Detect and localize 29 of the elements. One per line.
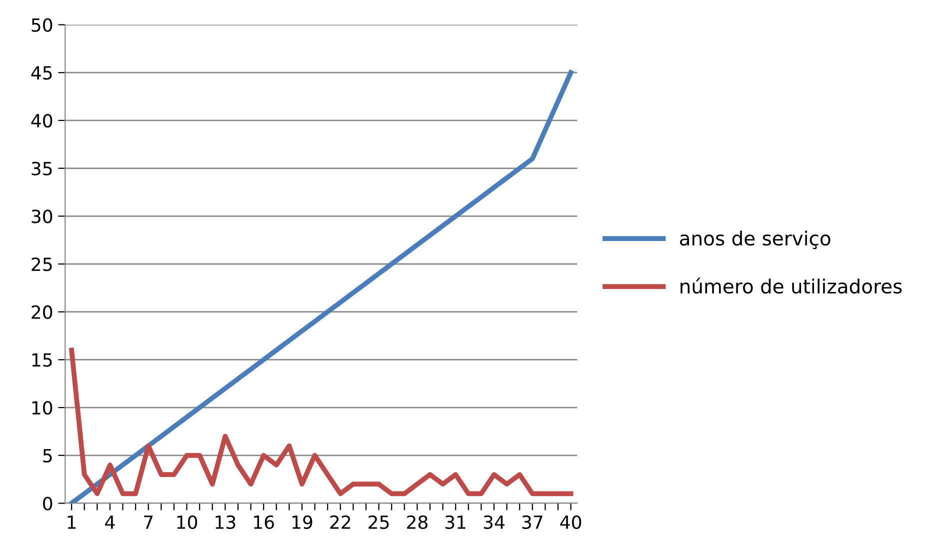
y-tick-label: 50: [32, 18, 52, 32]
x-tick-label: 16: [254, 515, 274, 530]
x-tick-label: 25: [368, 515, 389, 530]
x-tick-label: 13: [216, 515, 236, 530]
x-tick-label: 10: [177, 515, 198, 530]
y-tick-label: 30: [32, 210, 52, 224]
y-tick-label: 45: [31, 66, 52, 80]
x-tick-label: 31: [445, 515, 466, 530]
y-tick-label: 10: [32, 401, 52, 415]
legend-label: número de utilizadores: [680, 278, 902, 294]
line-series: [69, 70, 574, 504]
y-tick-label: 20: [32, 305, 52, 319]
x-tick-label: 19: [292, 515, 312, 530]
legend-label: anos de serviço: [680, 230, 830, 250]
y-tick-label: 5: [43, 449, 52, 463]
y-tick-label: 0: [43, 496, 52, 510]
x-tick-label: 37: [522, 515, 542, 530]
x-tick-label: 1: [68, 516, 76, 529]
x-tick-label: 34: [484, 515, 504, 530]
x-tick-label: 22: [330, 515, 350, 529]
y-tick-label: 25: [32, 257, 52, 272]
x-tick-label: 4: [105, 516, 115, 529]
y-tick-label: 35: [32, 162, 52, 176]
x-tick-label: 7: [144, 516, 153, 529]
x-tick-label: 28: [407, 515, 428, 530]
y-tick-label: 15: [32, 353, 52, 367]
x-tick-label: 40: [560, 515, 582, 530]
y-tick-label: 40: [31, 114, 52, 128]
line-series: [69, 348, 574, 496]
